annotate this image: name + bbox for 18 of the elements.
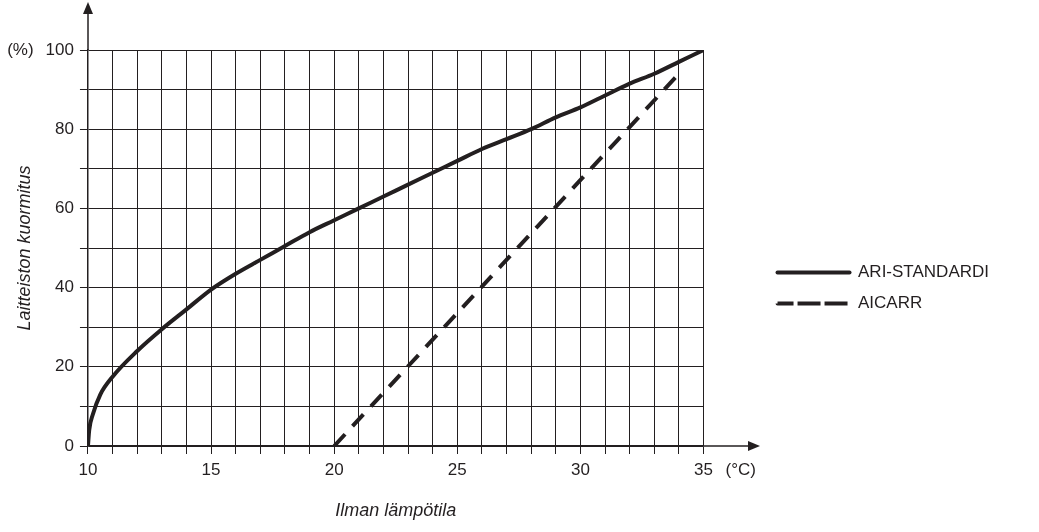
y-tick-label: 60 [55,198,74,218]
x-tick-label: 10 [78,459,98,479]
x-tick-label: 35 [694,459,713,479]
legend-label: ARI-STANDARDI [858,262,990,282]
x-tick-label: 30 [570,459,590,479]
y-tick-label: 100 [45,39,74,59]
x-tick-label: 25 [447,459,467,479]
y-tick-label: 20 [55,356,74,376]
y-tick-label: 0 [64,435,74,455]
legend-label: AICARR [858,293,923,313]
x-tick-label: 15 [201,459,221,479]
x-axis-title: Ilman lämpötila [335,500,457,521]
y-axis-title: Laitteiston kuormitus [13,165,34,331]
x-tick-label: 20 [324,459,344,479]
text: (°C) [725,459,756,479]
y-tick-label: 80 [55,118,74,138]
text: (%) [7,39,34,59]
y-tick-label: 40 [55,277,74,297]
